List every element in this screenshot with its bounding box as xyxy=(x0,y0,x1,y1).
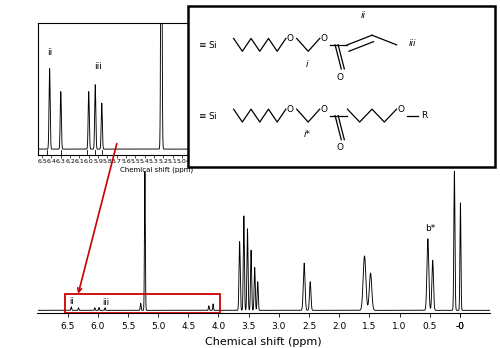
X-axis label: Chemical shift (ppm): Chemical shift (ppm) xyxy=(120,167,193,173)
Text: ii: ii xyxy=(69,297,73,306)
FancyBboxPatch shape xyxy=(188,6,495,167)
Text: i*: i* xyxy=(234,39,240,48)
Text: $\equiv$Si: $\equiv$Si xyxy=(196,110,217,121)
Text: O: O xyxy=(321,34,328,43)
Text: $\equiv$Si: $\equiv$Si xyxy=(196,39,217,50)
Text: O: O xyxy=(336,72,343,81)
Text: iii: iii xyxy=(102,298,109,307)
X-axis label: Chemical shift (ppm): Chemical shift (ppm) xyxy=(206,337,322,347)
Text: i: i xyxy=(248,65,251,74)
Text: i*: i* xyxy=(304,130,311,140)
Text: iii: iii xyxy=(94,62,102,71)
Text: b*: b* xyxy=(425,224,436,233)
Text: O: O xyxy=(286,105,294,114)
Text: R: R xyxy=(421,111,428,120)
Text: O: O xyxy=(398,105,404,114)
Text: ii: ii xyxy=(360,11,366,21)
Bar xyxy=(64,294,220,313)
Text: O: O xyxy=(286,34,294,43)
Text: i: i xyxy=(306,60,308,69)
Text: O: O xyxy=(321,105,328,114)
Text: iii: iii xyxy=(409,39,416,48)
Text: ii: ii xyxy=(47,48,52,57)
Text: O: O xyxy=(336,143,343,152)
